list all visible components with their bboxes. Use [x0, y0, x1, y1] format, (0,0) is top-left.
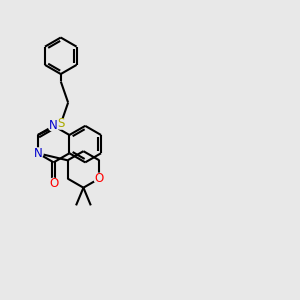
Circle shape — [48, 178, 59, 189]
Text: O: O — [49, 177, 58, 190]
Circle shape — [94, 173, 104, 184]
Circle shape — [56, 118, 66, 129]
Text: S: S — [57, 117, 64, 130]
Text: N: N — [49, 119, 58, 132]
Text: N: N — [33, 147, 42, 160]
Circle shape — [32, 148, 43, 158]
Text: O: O — [94, 172, 104, 185]
Circle shape — [48, 121, 59, 131]
